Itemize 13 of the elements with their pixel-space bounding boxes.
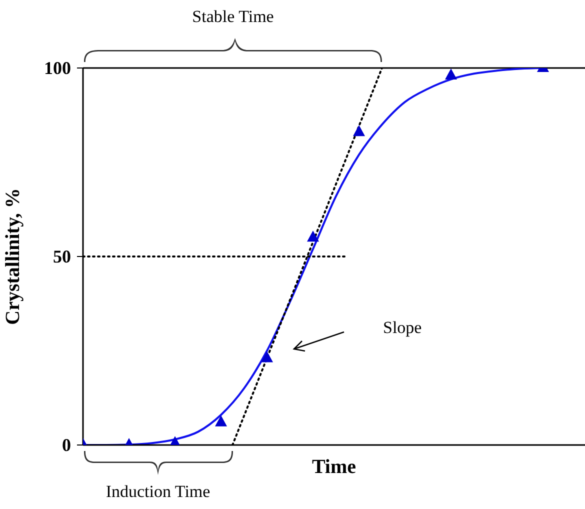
y-tick-label: 0 xyxy=(62,435,71,455)
point xyxy=(261,351,273,362)
point xyxy=(307,230,319,242)
point xyxy=(445,68,457,80)
text: Induction Time xyxy=(106,482,210,501)
y-tick-label: 50 xyxy=(53,246,71,266)
point xyxy=(215,415,227,426)
text: Stable Time xyxy=(192,7,274,26)
annotation: Slope xyxy=(383,318,422,337)
x-axis-title: Time xyxy=(312,456,356,478)
y-axis-title: Crystallinity, % xyxy=(2,188,24,325)
point xyxy=(353,125,365,136)
y-tick-label: 100 xyxy=(44,58,71,78)
